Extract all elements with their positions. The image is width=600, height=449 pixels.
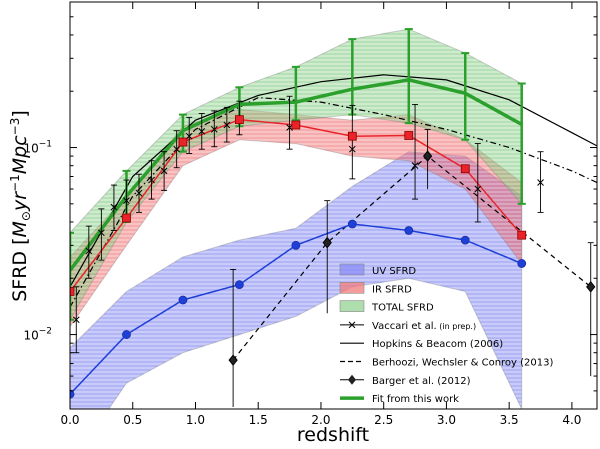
vaccari-marker bbox=[123, 197, 130, 205]
legend-label: Fit from this work bbox=[372, 394, 459, 405]
uv-sfrd-marker bbox=[122, 330, 131, 339]
y-label-mpc-sup: −3 bbox=[8, 118, 22, 136]
uv-sfrd-marker bbox=[347, 219, 357, 229]
barger-marker bbox=[322, 236, 332, 249]
vaccari-marker bbox=[110, 203, 118, 211]
ir-sfrd-marker bbox=[291, 120, 301, 130]
vaccari-marker bbox=[148, 176, 155, 184]
y-label-yr: yr bbox=[9, 191, 31, 212]
vaccari-marker bbox=[85, 247, 93, 255]
legend-fit-from-this-work: Fit from this work bbox=[340, 394, 459, 405]
axes: 0.0 0.5 1.0 1.5 2.0 2.5 3.0 3.5 4.0 10−2 10−1 bbox=[23, 2, 597, 427]
vaccari-marker bbox=[223, 121, 231, 129]
x-tick-label: 1.0 bbox=[186, 413, 205, 427]
uv-sfrd-marker bbox=[460, 235, 470, 245]
legend-swatch bbox=[339, 300, 365, 312]
legend-berhoozi-wechsler-conroy-2013-: Berhoozi, Wechsler & Conroy (2013) bbox=[340, 358, 554, 369]
x-tick-label: 3.5 bbox=[500, 413, 519, 427]
y-tick-label: 10−2 bbox=[23, 327, 52, 343]
uv-sfrd-marker bbox=[517, 259, 527, 268]
vaccari-marker bbox=[474, 185, 482, 193]
x-axis-label: redshift bbox=[297, 424, 369, 446]
legend-barger-et-al-2012-: Barger et al. (2012) bbox=[340, 374, 471, 387]
legend-marker bbox=[348, 374, 356, 385]
ir-sfrd-marker bbox=[178, 137, 188, 147]
y-label-mpc: Mpc bbox=[9, 135, 31, 174]
x-tick-label: 0.5 bbox=[123, 413, 142, 427]
x-tick-label: 2.0 bbox=[311, 413, 330, 427]
barger-marker bbox=[228, 354, 238, 366]
vaccari-marker bbox=[173, 145, 181, 153]
legend-total-sfrd: TOTAL SFRD bbox=[339, 300, 434, 314]
legend-label: UV SFRD bbox=[372, 266, 416, 277]
uv-sfrd-marker bbox=[404, 226, 414, 235]
vaccari-marker bbox=[135, 189, 143, 197]
vaccari-marker bbox=[411, 162, 419, 170]
legend-label: Barger et al. (2012) bbox=[372, 376, 471, 387]
y-label-prefix: SFRD [ bbox=[9, 237, 31, 301]
vaccari-marker bbox=[160, 167, 168, 175]
vaccari-marker bbox=[72, 316, 80, 324]
uv-sfrd-marker bbox=[70, 389, 75, 399]
x-tick-label: 2.5 bbox=[374, 413, 393, 427]
y-tick-label: 10−1 bbox=[23, 140, 52, 156]
barger-marker bbox=[586, 281, 596, 293]
x-tick-label: 4.0 bbox=[562, 413, 581, 427]
ir-sfrd-marker bbox=[517, 230, 527, 240]
y-axis-label: SFRD [M⊙yr−1Mpc−3] bbox=[8, 110, 33, 302]
uv-sfrd-marker bbox=[178, 295, 188, 305]
legend-label: TOTAL SFRD bbox=[371, 303, 434, 314]
uv-sfrd-marker bbox=[291, 240, 301, 250]
ir-sfrd-marker bbox=[234, 115, 244, 125]
legend-ir-sfrd: IR SFRD bbox=[339, 281, 412, 295]
barger-marker bbox=[422, 150, 433, 162]
ir-sfrd-marker bbox=[460, 164, 470, 174]
ir-sfrd-marker bbox=[70, 287, 75, 296]
y-label-unit: M bbox=[9, 221, 31, 237]
legend-vaccari-et-al-: Vaccari et al. (in prep.) bbox=[340, 321, 476, 332]
plot-frame bbox=[69, 1, 598, 410]
legend: UV SFRD IR SFRD TOTAL SFRD Vaccari et al. (… bbox=[339, 263, 554, 405]
uv-sfrd-marker bbox=[234, 280, 244, 290]
vaccari-marker bbox=[348, 145, 356, 153]
vaccari-marker bbox=[210, 126, 218, 133]
band-hatch-uv-sfrd bbox=[70, 151, 522, 409]
ir-sfrd-marker bbox=[347, 131, 357, 141]
legend-label: Hopkins & Beacom (2006) bbox=[372, 339, 503, 350]
data-markers bbox=[70, 115, 596, 399]
legend-swatch bbox=[339, 263, 365, 276]
vaccari-marker bbox=[537, 179, 544, 186]
legend-label: Berhoozi, Wechsler & Conroy (2013) bbox=[372, 358, 554, 369]
legend-marker bbox=[348, 321, 356, 329]
legend-label: Vaccari et al. (in prep.) bbox=[372, 321, 476, 332]
legend-swatch bbox=[339, 281, 365, 294]
x-tick-label: 3.0 bbox=[437, 413, 456, 427]
y-label-unit-sub: ⊙ bbox=[19, 211, 33, 221]
y-label-yr-sup: −1 bbox=[8, 174, 22, 192]
x-tick-label: 1.5 bbox=[249, 413, 268, 427]
legend-uv-sfrd: UV SFRD bbox=[339, 263, 416, 277]
vaccari-marker bbox=[198, 128, 206, 135]
y-label-suffix: ] bbox=[9, 110, 31, 117]
ir-sfrd-marker bbox=[404, 131, 414, 140]
ir-sfrd-marker bbox=[122, 213, 131, 223]
legend-hopkins-beacom-2006-: Hopkins & Beacom (2006) bbox=[340, 339, 503, 350]
legend-label: IR SFRD bbox=[372, 284, 412, 295]
vaccari-marker bbox=[98, 229, 105, 237]
x-tick-label: 0.0 bbox=[60, 413, 79, 427]
band-hatch-ir-sfrd bbox=[70, 109, 522, 327]
